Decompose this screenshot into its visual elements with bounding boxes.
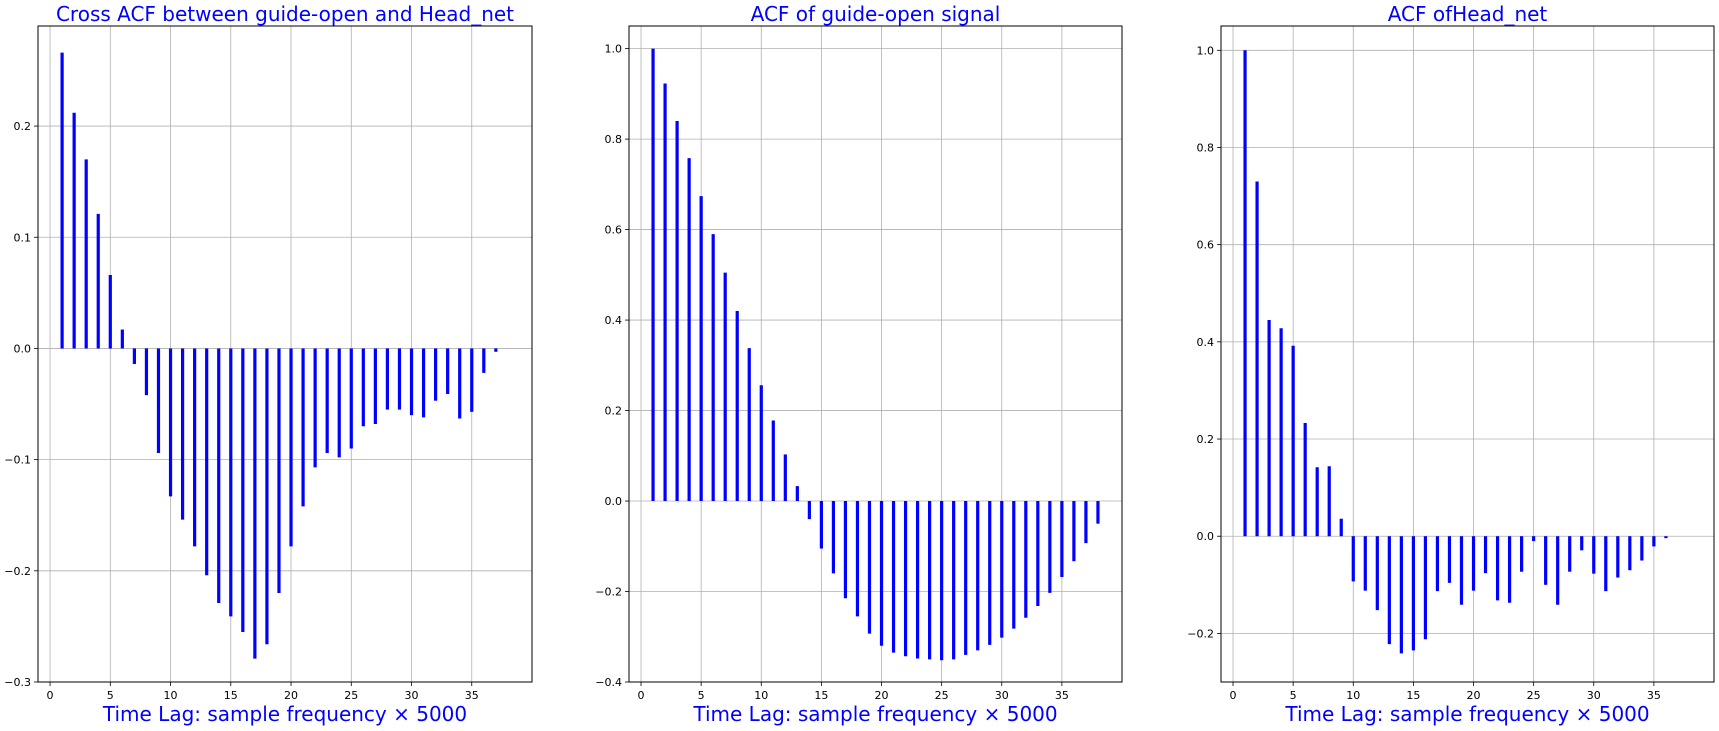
x-tick-label: 5 — [698, 689, 705, 702]
x-tick-label: 15 — [814, 689, 828, 702]
y-tick-label: 0.2 — [1197, 433, 1215, 446]
x-tick-label: 25 — [344, 689, 358, 702]
x-tick-label: 15 — [224, 689, 238, 702]
x-tick-label: 0 — [1230, 689, 1237, 702]
y-tick-label: 0.8 — [605, 133, 623, 146]
x-tick-label: 0 — [47, 689, 54, 702]
x-tick-label: 5 — [1290, 689, 1297, 702]
x-tick-label: 20 — [1467, 689, 1481, 702]
x-tick-label: 30 — [995, 689, 1009, 702]
x-tick-label: 25 — [935, 689, 949, 702]
chart-title: Cross ACF between guide-open and Head_ne… — [56, 2, 514, 26]
chart-title: ACF ofHead_net — [1388, 2, 1548, 26]
x-axis-label: Time Lag: sample frequency × 5000 — [1284, 702, 1649, 726]
panel-acf-head-net: 0 5 10 15 20 25 30 35 −0.2 0.0 0.2 0.4 0.6 0.8 1.0 ACF … — [1187, 2, 1715, 726]
y-tick-label: 1.0 — [1197, 44, 1215, 57]
x-tick-label: 20 — [875, 689, 889, 702]
y-tick-label: 0.0 — [1197, 530, 1215, 543]
y-tick-label: 1.0 — [605, 43, 623, 56]
plot-frame — [1220, 25, 1715, 683]
y-tick-label: 0.8 — [1197, 141, 1215, 154]
y-tick-label: 0.1 — [14, 231, 32, 244]
y-tick-label: −0.2 — [1187, 627, 1214, 640]
x-tick-label: 35 — [1055, 689, 1069, 702]
x-tick-label: 25 — [1527, 689, 1541, 702]
y-tick-label: −0.1 — [4, 454, 31, 467]
x-tick-label: 35 — [465, 689, 479, 702]
y-tick-label: −0.2 — [4, 565, 31, 578]
y-tick-label: −0.2 — [595, 586, 622, 599]
y-tick-label: 0.6 — [1197, 239, 1215, 252]
x-tick-label: 10 — [754, 689, 768, 702]
x-tick-label: 30 — [1587, 689, 1601, 702]
x-tick-label: 20 — [284, 689, 298, 702]
plot-frame — [37, 25, 533, 683]
x-tick-label: 10 — [164, 689, 178, 702]
y-tick-label: 0.0 — [14, 342, 32, 355]
x-tick-label: 0 — [638, 689, 645, 702]
y-tick-label: 0.2 — [14, 120, 32, 133]
chart-title: ACF of guide-open signal — [751, 2, 1001, 26]
x-tick-label: 35 — [1647, 689, 1661, 702]
y-tick-label: 0.4 — [1197, 336, 1215, 349]
plot-frame — [628, 25, 1123, 683]
panel-cross-acf: 0 5 10 15 20 25 30 35 −0.3 −0.2 −0.1 0.0 0.1 0.2 Cross… — [4, 2, 533, 726]
y-tick-label: −0.3 — [4, 676, 31, 689]
x-axis-label: Time Lag: sample frequency × 5000 — [102, 702, 467, 726]
y-tick-label: 0.2 — [605, 405, 623, 418]
y-tick-label: 0.4 — [605, 314, 623, 327]
x-tick-label: 10 — [1346, 689, 1360, 702]
panel-acf-guide-open: 0 5 10 15 20 25 30 35 −0.4 −0.2 0.0 0.2 0.4 0.6 0.8 1.0… — [595, 2, 1123, 726]
y-tick-label: −0.4 — [595, 676, 622, 689]
x-tick-label: 5 — [107, 689, 114, 702]
x-axis-label: Time Lag: sample frequency × 5000 — [692, 702, 1057, 726]
y-tick-label: 0.0 — [605, 495, 623, 508]
x-tick-label: 30 — [405, 689, 419, 702]
y-tick-label: 0.6 — [605, 224, 623, 237]
x-tick-label: 15 — [1406, 689, 1420, 702]
